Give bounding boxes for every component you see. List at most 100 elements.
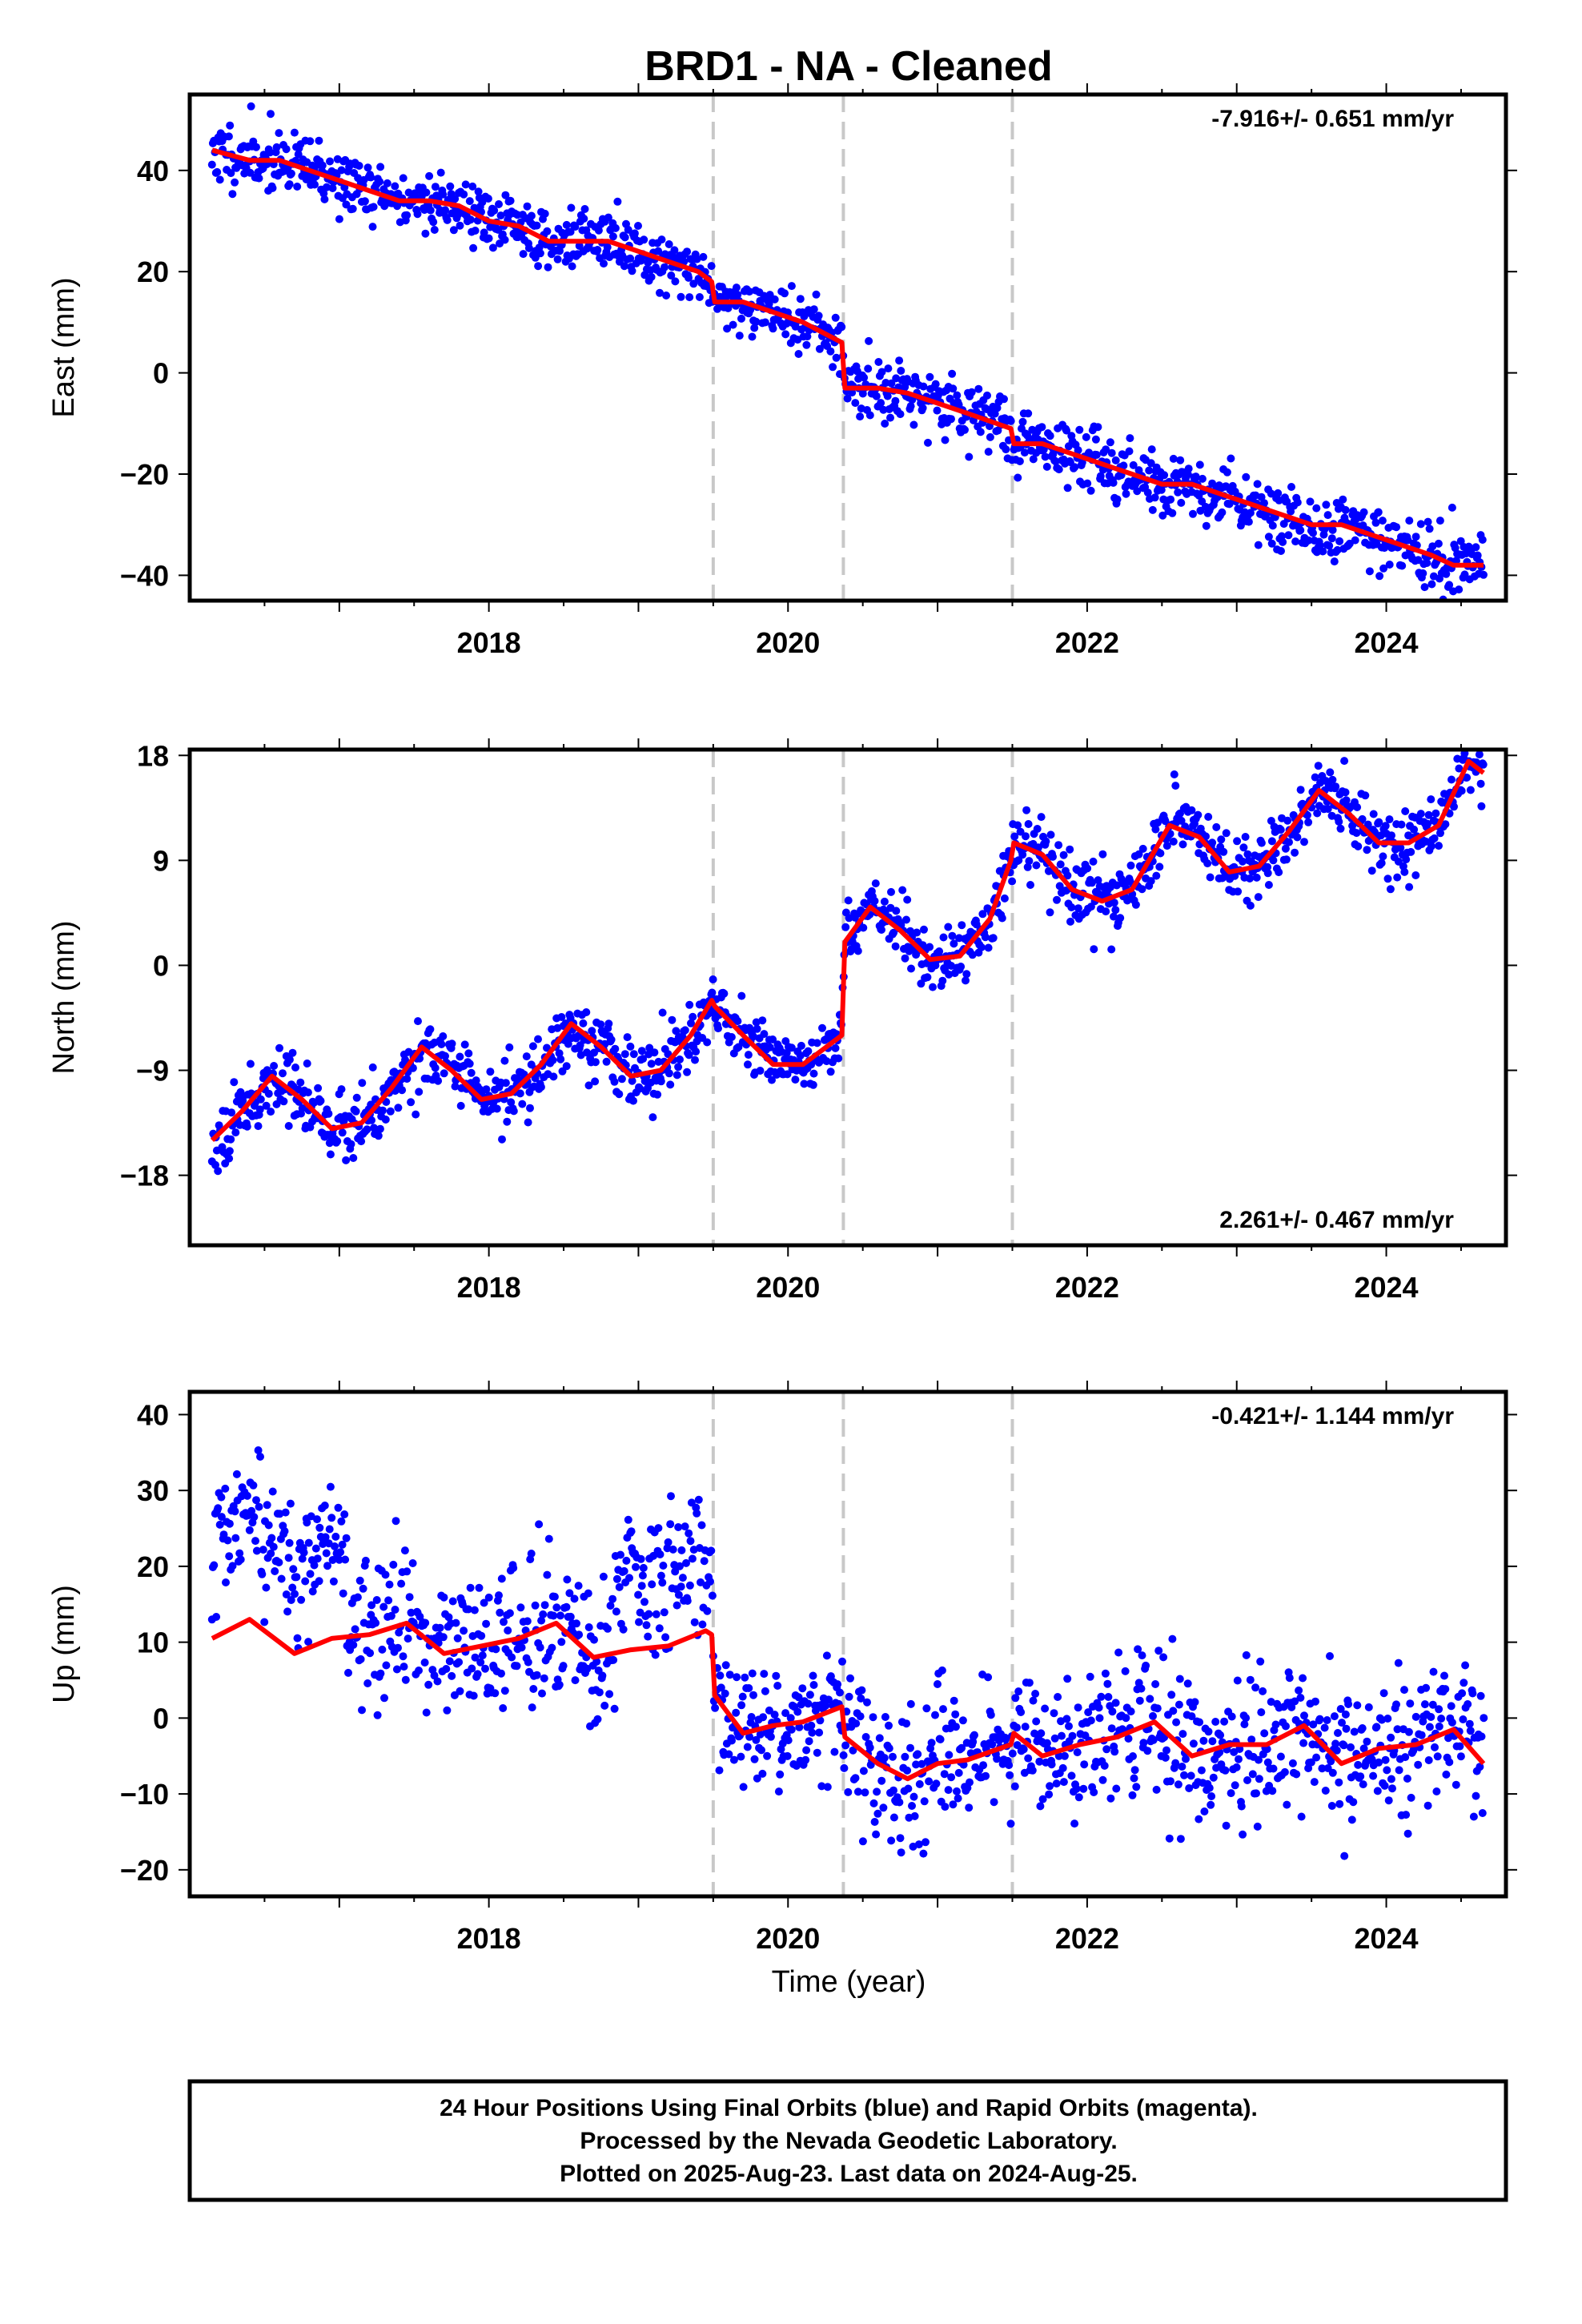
up-data-point [853, 1787, 862, 1796]
north-data-point [650, 1048, 659, 1057]
east-data-point [215, 175, 224, 184]
up-data-point [540, 1674, 548, 1683]
north-data-point [939, 933, 948, 942]
up-data-point [801, 1755, 810, 1764]
up-data-point [1469, 1812, 1478, 1821]
north-data-point [901, 954, 909, 963]
up-data-point [1142, 1661, 1150, 1670]
east-data-point [680, 257, 689, 266]
north-data-point [804, 1047, 813, 1055]
north-data-point [998, 914, 1006, 923]
up-data-point [889, 1786, 897, 1795]
up-data-point [872, 1830, 881, 1839]
east-y-axis-label: East (mm) [47, 277, 81, 417]
north-data-point [1313, 809, 1322, 818]
up-data-point [595, 1688, 604, 1697]
up-data-point [1134, 1645, 1142, 1654]
east-data-point [1428, 542, 1437, 551]
north-data-point [665, 1069, 673, 1078]
up-data-point [1285, 1674, 1294, 1683]
up-data-point [1392, 1700, 1400, 1709]
up-data-point [640, 1598, 648, 1606]
north-data-point [591, 1077, 600, 1086]
north-model-line [210, 758, 1485, 1143]
east-data-point [761, 318, 769, 327]
north-y-tick-label: 18 [137, 739, 169, 772]
north-data-point [870, 897, 879, 905]
up-data-point [1375, 1758, 1383, 1767]
north-data-point [412, 1110, 420, 1119]
up-y-tick-label: 0 [153, 1702, 169, 1735]
up-data-point [496, 1608, 504, 1617]
east-data-point [469, 243, 478, 252]
up-data-point [529, 1685, 538, 1693]
up-data-point [1424, 1756, 1433, 1764]
north-data-point [727, 1033, 736, 1041]
east-data-point [1319, 547, 1327, 556]
up-data-point [986, 1711, 995, 1719]
east-data-point [224, 132, 233, 141]
up-data-point [1199, 1736, 1208, 1745]
up-data-point [275, 1558, 283, 1566]
east-data-point [360, 197, 369, 206]
east-data-point [594, 226, 603, 235]
up-data-point [952, 1723, 960, 1731]
north-data-point [1263, 862, 1272, 871]
east-data-point [879, 405, 888, 414]
up-data-point [304, 1638, 313, 1647]
up-data-point [225, 1519, 234, 1528]
up-data-point [570, 1594, 579, 1603]
up-data-point [571, 1676, 580, 1685]
up-data-point [821, 1701, 830, 1710]
up-data-point [598, 1671, 607, 1680]
east-data-point [1315, 541, 1324, 549]
north-data-point [1441, 820, 1450, 829]
up-data-point [1239, 1830, 1247, 1839]
east-data-point [368, 223, 377, 231]
up-data-point [958, 1716, 967, 1725]
north-data-point [498, 1135, 506, 1144]
north-data-point [1267, 817, 1275, 825]
up-data-point [1029, 1696, 1038, 1705]
east-data-point [1267, 539, 1276, 548]
up-data-point [681, 1522, 689, 1531]
up-data-point [895, 1798, 904, 1807]
east-data-point [1414, 556, 1423, 565]
north-data-point [898, 886, 907, 895]
north-data-point [439, 1032, 448, 1040]
up-data-point [500, 1618, 508, 1626]
north-data-point [1411, 871, 1420, 879]
east-data-point [323, 183, 331, 191]
north-data-point [414, 1017, 422, 1026]
up-data-point [252, 1496, 260, 1505]
up-data-point [1402, 1811, 1411, 1819]
east-data-point [495, 200, 503, 208]
east-data-point [228, 190, 237, 199]
north-data-point [1222, 829, 1231, 838]
north-data-point [509, 1107, 518, 1116]
up-data-point [491, 1689, 500, 1698]
up-data-point [808, 1728, 817, 1737]
up-data-point [766, 1732, 775, 1741]
up-data-point [327, 1514, 336, 1522]
north-data-point [408, 1063, 417, 1072]
east-data-point [383, 179, 391, 187]
north-data-point [1405, 883, 1414, 891]
north-data-point [1424, 810, 1433, 819]
up-data-point [1129, 1752, 1137, 1760]
up-data-point [422, 1708, 431, 1717]
up-data-point [1432, 1787, 1441, 1795]
east-data-point [895, 356, 904, 365]
north-data-point [1423, 819, 1432, 828]
up-data-point [1041, 1704, 1050, 1713]
up-data-point [1257, 1708, 1266, 1717]
up-data-point [444, 1613, 453, 1622]
east-data-point [363, 163, 372, 172]
up-data-point [1209, 1773, 1218, 1782]
east-data-point [1148, 505, 1157, 514]
up-data-point [1195, 1815, 1203, 1823]
north-data-point [1358, 814, 1367, 823]
east-data-point [1284, 531, 1293, 540]
north-data-point [591, 1058, 600, 1067]
north-data-point [528, 1042, 537, 1051]
